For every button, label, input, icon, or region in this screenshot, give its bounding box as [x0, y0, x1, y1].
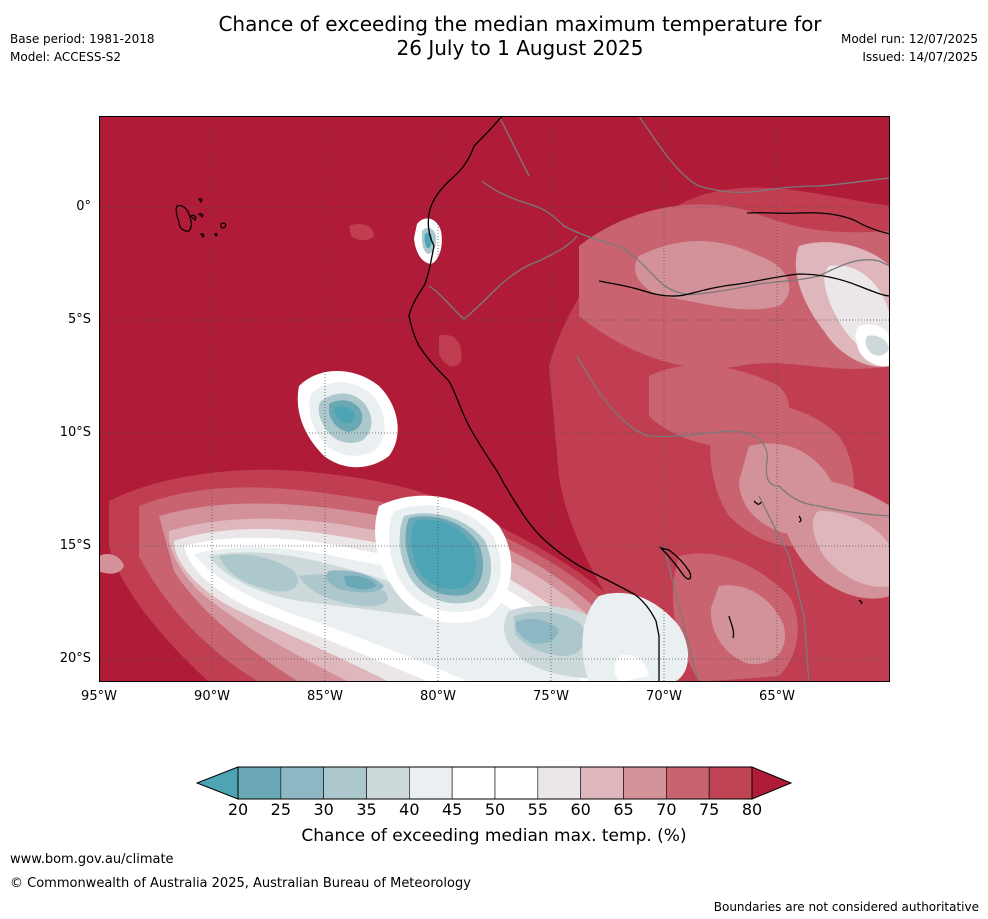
colorbar-tick-label: 80 [741, 800, 763, 819]
lon-label-70w: 70°W [646, 689, 682, 704]
colorbar-segment [708, 766, 753, 800]
galapagos-islands [175, 198, 227, 238]
chart-title: Chance of exceeding the median maximum t… [0, 12, 988, 60]
lon-label-95w: 95°W [81, 689, 117, 704]
coastal-patch [439, 334, 462, 367]
colorbar-segment [237, 766, 282, 800]
colorbar-segment [323, 766, 367, 800]
colorbar-tick-label: 70 [656, 800, 677, 819]
meta-right: Model run: 12/07/2025 Issued: 14/07/2025 [841, 32, 978, 68]
lon-label-65w: 65°W [759, 689, 795, 704]
lat-label-20s: 20°S [59, 651, 91, 666]
colorbar-segment [280, 766, 324, 800]
cool-core-ecuador-coast [414, 218, 442, 264]
copyright-text: © Commonwealth of Australia 2025, Austra… [10, 876, 471, 891]
colorbar-tick-label: 40 [399, 800, 420, 819]
lon-label-90w: 90°W [194, 689, 230, 704]
colorbar-segment [451, 766, 496, 800]
colorbar-segments [237, 766, 753, 800]
title-line-1: Chance of exceeding the median maximum t… [218, 12, 822, 36]
issued-text: Issued: 14/07/2025 [862, 50, 978, 64]
colorbar-tick-label: 50 [484, 800, 506, 819]
lat-label-5s: 5°S [67, 312, 91, 327]
colorbar-segment [580, 766, 624, 800]
lon-label-85w: 85°W [307, 689, 343, 704]
colorbar-segment [537, 766, 581, 800]
offshore-patch-west [99, 554, 124, 574]
offshore-patch-galapagos-east [349, 224, 374, 241]
colorbar-tick-label: 60 [570, 800, 591, 819]
colorbar-segment [409, 766, 453, 800]
graticule [99, 116, 890, 682]
colorbar-label: Chance of exceeding median max. temp. (%… [301, 826, 687, 846]
colorbar-over-arrow [751, 766, 793, 800]
colorbar-tick-label: 75 [698, 800, 720, 819]
colorbar-tick-label: 30 [313, 800, 334, 819]
colorbar [195, 766, 793, 800]
model-text: Model: ACCESS-S2 [10, 50, 122, 64]
colorbar-tick-label: 35 [356, 800, 377, 819]
colorbar-segment [666, 766, 710, 800]
lat-label-15s: 15°S [59, 538, 91, 553]
colorbar-outline [237, 766, 753, 800]
cool-core-southeast-pacific [582, 592, 689, 682]
lat-label-10s: 10°S [59, 425, 91, 440]
colorbar-segment [366, 766, 410, 800]
cool-patch-east-edge [855, 324, 890, 367]
title-line-2: 26 July to 1 August 2025 [396, 36, 644, 60]
colorbar-tick-label: 65 [613, 800, 634, 819]
lat-label-0: 0° [76, 199, 91, 214]
inland-field [549, 187, 890, 682]
map-frame [99, 116, 890, 682]
colorbar-segment [494, 766, 539, 800]
model-run-text: Model run: 12/07/2025 [840, 32, 978, 46]
colorbar-under-arrow [195, 766, 239, 800]
cool-core-offshore-peru [375, 495, 512, 624]
colorbar-tick-label: 20 [227, 800, 249, 819]
country-boundaries [428, 116, 890, 682]
cool-core-north-of-peru [297, 371, 398, 468]
coastline [408, 116, 890, 682]
colorbar-segment [623, 766, 667, 800]
base-period-text: Base period: 1981-2018 [10, 32, 155, 46]
lon-label-80w: 80°W [420, 689, 456, 704]
colorbar-tick-label: 55 [527, 800, 548, 819]
website-link[interactable]: www.bom.gov.au/climate [10, 852, 174, 867]
forecast-map [99, 116, 890, 682]
colorbar-tick-label: 45 [441, 800, 463, 819]
meta-left: Base period: 1981-2018 Model: ACCESS-S2 [10, 32, 155, 68]
lon-label-75w: 75°W [533, 689, 569, 704]
colorbar-tick-label: 25 [270, 800, 291, 819]
disclaimer-text: Boundaries are not considered authoritat… [713, 900, 979, 914]
